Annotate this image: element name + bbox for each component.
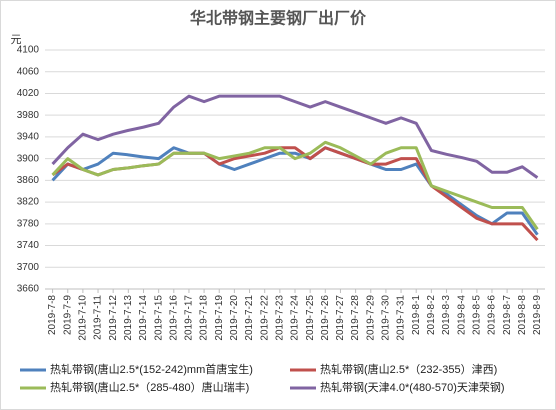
- y-tick-label: 4020: [17, 88, 40, 99]
- x-tick-label: 2019-7-23: [274, 295, 285, 341]
- y-tick-label: 4100: [17, 45, 40, 56]
- x-tick-label: 2019-7-24: [290, 295, 301, 341]
- x-tick-label: 2019-7-30: [381, 295, 392, 341]
- x-tick-label: 2019-7-20: [229, 295, 240, 341]
- x-tick-label: 2019-7-27: [335, 295, 346, 341]
- x-tick-label: 2019-7-17: [184, 295, 195, 341]
- x-tick-label: 2019-7-12: [108, 295, 119, 341]
- y-tick-label: 3820: [17, 197, 40, 208]
- x-tick-label: 2019-8-1: [411, 295, 422, 335]
- x-tick-label: 2019-7-13: [123, 295, 134, 341]
- x-tick-label: 2019-7-8: [47, 295, 58, 335]
- legend-label: 热轧带钢(天津4.0*(480-570)天津荣钢): [320, 380, 505, 394]
- x-tick-label: 2019-7-29: [365, 295, 376, 341]
- x-tick-label: 2019-7-15: [153, 295, 164, 341]
- y-tick-label: 3860: [17, 175, 40, 186]
- series-line: [51, 140, 539, 231]
- x-tick-label: 2019-8-2: [426, 295, 437, 335]
- y-tick-label: 3980: [17, 110, 40, 121]
- x-tick-label: 2019-8-8: [517, 295, 528, 335]
- y-tick-label: 3940: [17, 132, 40, 143]
- chart-title: 华北带钢主要钢厂出厂价: [190, 9, 367, 28]
- x-tick-label: 2019-7-31: [396, 295, 407, 341]
- x-tick-label: 2019-8-4: [456, 295, 467, 335]
- y-tick-label: 4060: [17, 66, 40, 77]
- y-tick-label: 3780: [17, 218, 40, 229]
- x-tick-label: 2019-7-16: [168, 295, 179, 341]
- y-tick-label: 3660: [17, 284, 40, 295]
- x-tick-label: 2019-7-26: [320, 295, 331, 341]
- legend-label: 热轧带钢(唐山2.5*（285-480）唐山瑞丰): [50, 380, 249, 394]
- series-line: [51, 146, 539, 236]
- x-tick-label: 2019-7-9: [62, 295, 73, 335]
- x-tick-label: 2019-7-21: [244, 295, 255, 341]
- y-tick-label: 3700: [17, 262, 40, 273]
- x-tick-label: 2019-7-19: [214, 295, 225, 341]
- x-tick-label: 2019-7-22: [259, 295, 270, 341]
- y-axis-label: 元: [11, 34, 22, 46]
- legend-label: 热轧带钢(唐山2.5*(152-242)mm首唐宝生): [50, 362, 253, 376]
- x-tick-label: 2019-8-3: [441, 295, 452, 335]
- series-line: [51, 94, 539, 179]
- x-tick-label: 2019-7-14: [138, 295, 149, 341]
- x-tick-label: 2019-7-11: [93, 295, 104, 340]
- x-tick-label: 2019-8-9: [532, 295, 543, 335]
- y-tick-label: 3900: [17, 153, 40, 164]
- y-tick-label: 3740: [17, 240, 40, 251]
- x-tick-label: 2019-8-7: [502, 295, 513, 335]
- x-tick-label: 2019-7-10: [78, 295, 89, 341]
- x-tick-label: 2019-8-6: [487, 295, 498, 335]
- x-tick-label: 2019-7-25: [305, 295, 316, 341]
- x-tick-label: 2019-8-5: [471, 295, 482, 335]
- x-tick-label: 2019-7-18: [199, 295, 210, 341]
- legend-label: 热轧带钢(唐山2.5*（232-355）津西): [320, 362, 497, 376]
- x-tick-label: 2019-7-28: [350, 295, 361, 341]
